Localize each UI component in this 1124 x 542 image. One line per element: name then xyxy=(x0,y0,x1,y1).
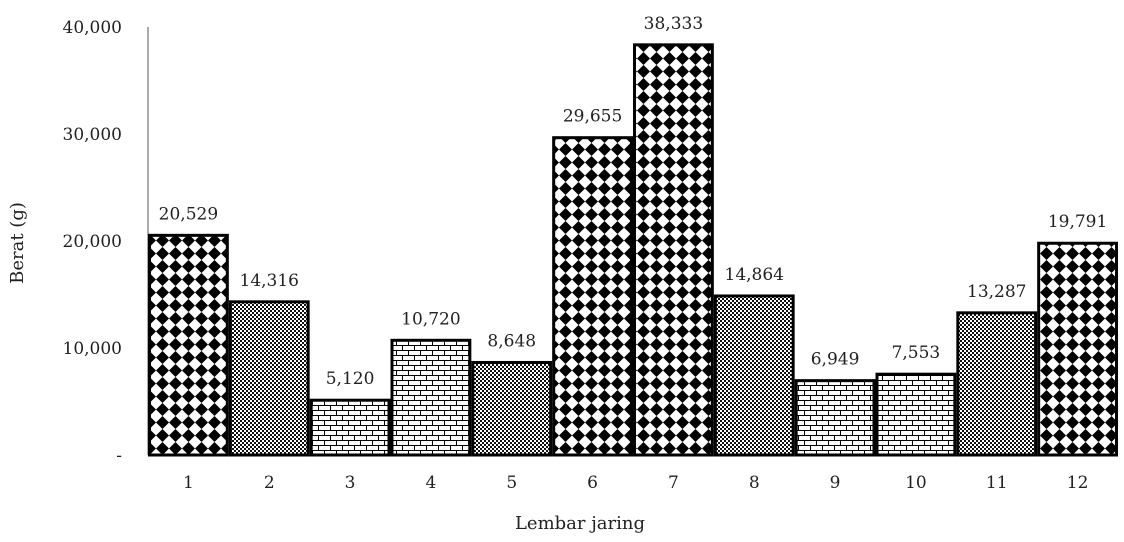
x-tick-label-10: 10 xyxy=(905,473,927,493)
x-tick-label-3: 3 xyxy=(345,473,356,493)
data-label-3: 5,120 xyxy=(326,369,375,389)
x-tick-label-2: 2 xyxy=(264,473,275,493)
data-label-7: 38,333 xyxy=(644,14,703,34)
bar-8 xyxy=(713,294,795,457)
data-label-8: 14,864 xyxy=(725,265,784,285)
x-axis-title: Lembar jaring xyxy=(515,513,645,534)
y-tick-label: - xyxy=(116,446,122,466)
bars xyxy=(148,43,1118,457)
bar-10 xyxy=(875,372,957,457)
data-label-9: 6,949 xyxy=(811,350,860,370)
x-tick-label-4: 4 xyxy=(426,473,437,493)
bar-6 xyxy=(552,136,634,457)
x-tick-label-8: 8 xyxy=(749,473,760,493)
data-label-11: 13,287 xyxy=(967,282,1026,302)
x-tick-label-12: 12 xyxy=(1067,473,1089,493)
y-tick-label: 10,000 xyxy=(63,339,122,359)
data-label-2: 14,316 xyxy=(240,271,299,291)
bar-4 xyxy=(390,338,472,457)
bar-12 xyxy=(1037,241,1118,457)
bar-2 xyxy=(228,300,310,457)
data-label-5: 8,648 xyxy=(487,331,536,351)
data-label-10: 7,553 xyxy=(892,343,941,363)
data-labels: 20,529 14,316 5,120 10,720 8,648 29,655 38,333… xyxy=(159,14,1108,389)
y-tick-labels: - 10,000 20,000 30,000 40,000 xyxy=(63,18,122,466)
data-label-1: 20,529 xyxy=(159,204,218,224)
x-tick-label-7: 7 xyxy=(668,473,679,493)
bar-11 xyxy=(956,311,1038,457)
x-tick-label-11: 11 xyxy=(986,473,1008,493)
data-label-6: 29,655 xyxy=(563,107,622,127)
bar-3 xyxy=(309,398,391,457)
x-tick-label-5: 5 xyxy=(506,473,517,493)
y-tick-label: 40,000 xyxy=(63,18,122,38)
y-tick-label: 20,000 xyxy=(63,232,122,252)
bar-9 xyxy=(794,379,876,457)
data-label-4: 10,720 xyxy=(401,309,460,329)
bar-5 xyxy=(471,360,553,457)
bar-1 xyxy=(148,233,229,457)
x-tick-label-1: 1 xyxy=(183,473,194,493)
y-tick-label: 30,000 xyxy=(63,125,122,145)
y-axis-title: Berat (g) xyxy=(7,202,28,284)
x-tick-label-9: 9 xyxy=(830,473,841,493)
x-tick-label-6: 6 xyxy=(587,473,598,493)
data-label-12: 19,791 xyxy=(1048,212,1107,232)
x-tick-labels: 1 2 3 4 5 6 7 8 9 10 11 12 xyxy=(183,473,1088,493)
bar-7 xyxy=(633,43,714,457)
